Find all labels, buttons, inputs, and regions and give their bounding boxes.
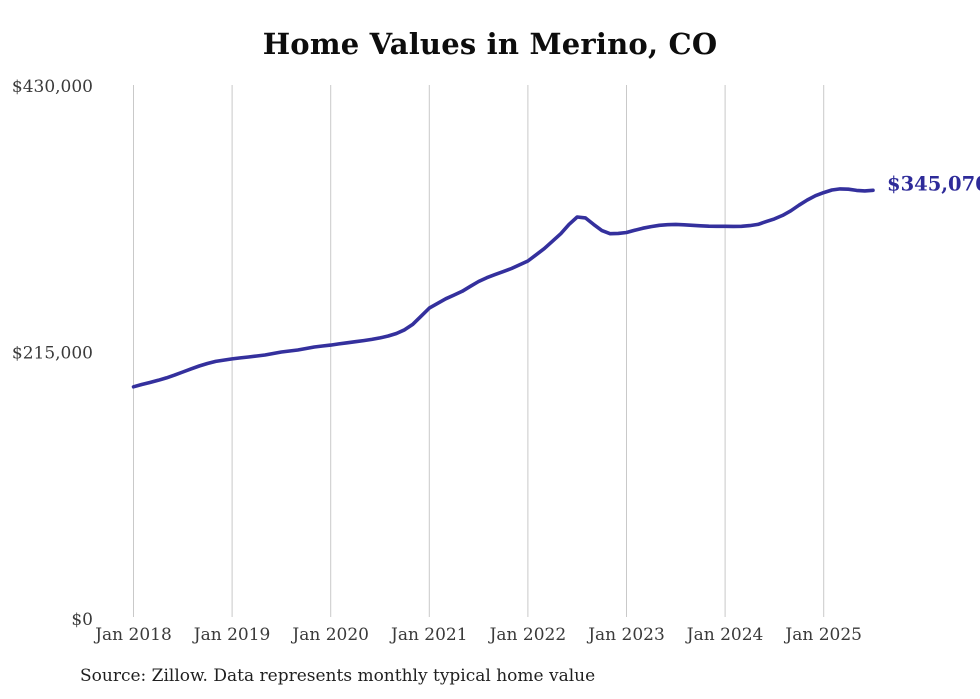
x-tick-label: Jan 2023 [586, 625, 665, 645]
x-tick-label: Jan 2018 [93, 625, 172, 645]
latest-value-label: $345,070 [887, 172, 980, 195]
source-note: Source: Zillow. Data represents monthly … [80, 666, 596, 686]
x-tick-label: Jan 2024 [685, 625, 764, 645]
y-tick-label: $0 [71, 610, 93, 630]
x-tick-label: Jan 2021 [389, 625, 468, 645]
x-tick-label: Jan 2022 [488, 625, 567, 645]
x-tick-label: Jan 2020 [290, 625, 369, 645]
x-tick-label: Jan 2019 [192, 625, 271, 645]
chart-title: Home Values in Merino, CO [262, 27, 718, 61]
y-tick-label: $430,000 [12, 77, 93, 97]
x-tick-label: Jan 2025 [783, 625, 862, 645]
home-value-line [131, 187, 875, 389]
y-tick-label: $215,000 [12, 344, 93, 364]
